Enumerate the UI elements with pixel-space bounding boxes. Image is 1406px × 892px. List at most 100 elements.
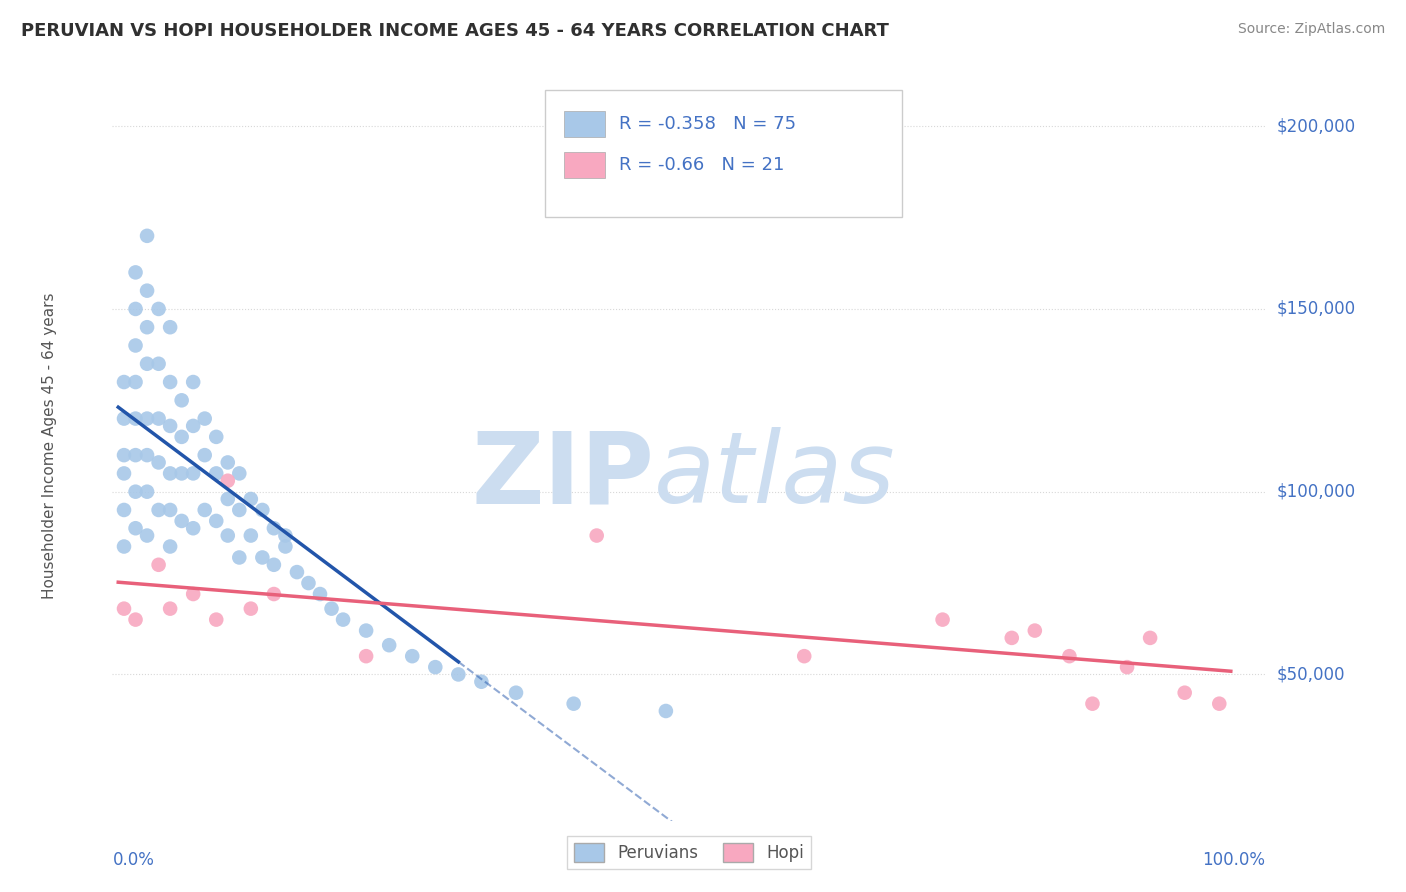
Point bbox=[274, 528, 297, 542]
Point bbox=[562, 697, 585, 711]
Point bbox=[112, 467, 135, 481]
Point bbox=[136, 484, 159, 499]
Point bbox=[252, 550, 274, 565]
Point bbox=[228, 467, 250, 481]
Point bbox=[228, 503, 250, 517]
Point bbox=[159, 601, 181, 615]
Point bbox=[252, 503, 274, 517]
Text: R = -0.66   N = 21: R = -0.66 N = 21 bbox=[619, 156, 785, 174]
Text: $200,000: $200,000 bbox=[1277, 117, 1355, 136]
Point bbox=[159, 418, 181, 433]
Point bbox=[159, 503, 181, 517]
Text: $100,000: $100,000 bbox=[1277, 483, 1355, 500]
Point bbox=[112, 375, 135, 389]
Point bbox=[170, 467, 193, 481]
Point bbox=[217, 528, 239, 542]
Point bbox=[159, 320, 181, 334]
Point bbox=[159, 375, 181, 389]
Point bbox=[136, 284, 159, 298]
Point bbox=[136, 320, 159, 334]
Point bbox=[148, 301, 170, 316]
Point bbox=[148, 558, 170, 572]
Point bbox=[285, 565, 308, 579]
Point bbox=[239, 528, 262, 542]
Point bbox=[793, 649, 815, 664]
Point bbox=[148, 411, 170, 425]
Point bbox=[425, 660, 447, 674]
Text: Householder Income Ages 45 - 64 years: Householder Income Ages 45 - 64 years bbox=[42, 293, 56, 599]
Point bbox=[124, 301, 146, 316]
Point bbox=[217, 491, 239, 506]
Text: $150,000: $150,000 bbox=[1277, 300, 1355, 318]
Text: PERUVIAN VS HOPI HOUSEHOLDER INCOME AGES 45 - 64 YEARS CORRELATION CHART: PERUVIAN VS HOPI HOUSEHOLDER INCOME AGES… bbox=[21, 22, 889, 40]
Point bbox=[159, 467, 181, 481]
Point bbox=[124, 411, 146, 425]
Point bbox=[239, 601, 262, 615]
Point bbox=[124, 375, 146, 389]
Point bbox=[655, 704, 678, 718]
Point bbox=[112, 503, 135, 517]
FancyBboxPatch shape bbox=[564, 152, 605, 178]
Point bbox=[148, 357, 170, 371]
Point bbox=[401, 649, 423, 664]
Point bbox=[1208, 697, 1230, 711]
Point bbox=[585, 528, 607, 542]
Point bbox=[181, 521, 204, 535]
Point bbox=[159, 540, 181, 554]
FancyBboxPatch shape bbox=[564, 111, 605, 137]
Point bbox=[124, 338, 146, 352]
Point bbox=[181, 418, 204, 433]
Point bbox=[194, 503, 217, 517]
Point bbox=[217, 455, 239, 469]
Point bbox=[136, 448, 159, 462]
Point bbox=[1059, 649, 1081, 664]
Point bbox=[205, 613, 228, 627]
Point bbox=[263, 558, 285, 572]
Point bbox=[136, 411, 159, 425]
Point bbox=[170, 514, 193, 528]
Point bbox=[136, 228, 159, 243]
Point bbox=[217, 474, 239, 488]
Point bbox=[1024, 624, 1046, 638]
Point bbox=[170, 393, 193, 408]
Point bbox=[112, 540, 135, 554]
Point bbox=[263, 521, 285, 535]
Point bbox=[170, 430, 193, 444]
Point bbox=[181, 467, 204, 481]
Point bbox=[447, 667, 470, 681]
Point bbox=[378, 638, 401, 652]
Point bbox=[228, 550, 250, 565]
Point bbox=[124, 484, 146, 499]
Text: atlas: atlas bbox=[654, 427, 896, 524]
Point bbox=[124, 521, 146, 535]
Point bbox=[321, 601, 343, 615]
Point bbox=[1081, 697, 1104, 711]
Point bbox=[194, 448, 217, 462]
Legend: Peruvians, Hopi: Peruvians, Hopi bbox=[567, 836, 811, 869]
Point bbox=[1174, 686, 1197, 700]
Text: Source: ZipAtlas.com: Source: ZipAtlas.com bbox=[1237, 22, 1385, 37]
Point bbox=[112, 601, 135, 615]
Text: $50,000: $50,000 bbox=[1277, 665, 1346, 683]
Point bbox=[309, 587, 332, 601]
Point bbox=[194, 411, 217, 425]
Point bbox=[1001, 631, 1024, 645]
Point bbox=[181, 375, 204, 389]
Point bbox=[354, 649, 377, 664]
Point bbox=[205, 514, 228, 528]
FancyBboxPatch shape bbox=[546, 90, 903, 218]
Point bbox=[112, 448, 135, 462]
Point bbox=[239, 491, 262, 506]
Text: 100.0%: 100.0% bbox=[1202, 851, 1265, 869]
Point bbox=[124, 265, 146, 279]
Point bbox=[148, 503, 170, 517]
Point bbox=[136, 357, 159, 371]
Point bbox=[1139, 631, 1161, 645]
Text: 0.0%: 0.0% bbox=[112, 851, 155, 869]
Point bbox=[332, 613, 354, 627]
Point bbox=[505, 686, 527, 700]
Point bbox=[181, 587, 204, 601]
Point bbox=[297, 576, 319, 591]
Text: R = -0.358   N = 75: R = -0.358 N = 75 bbox=[619, 115, 796, 133]
Point bbox=[470, 674, 492, 689]
